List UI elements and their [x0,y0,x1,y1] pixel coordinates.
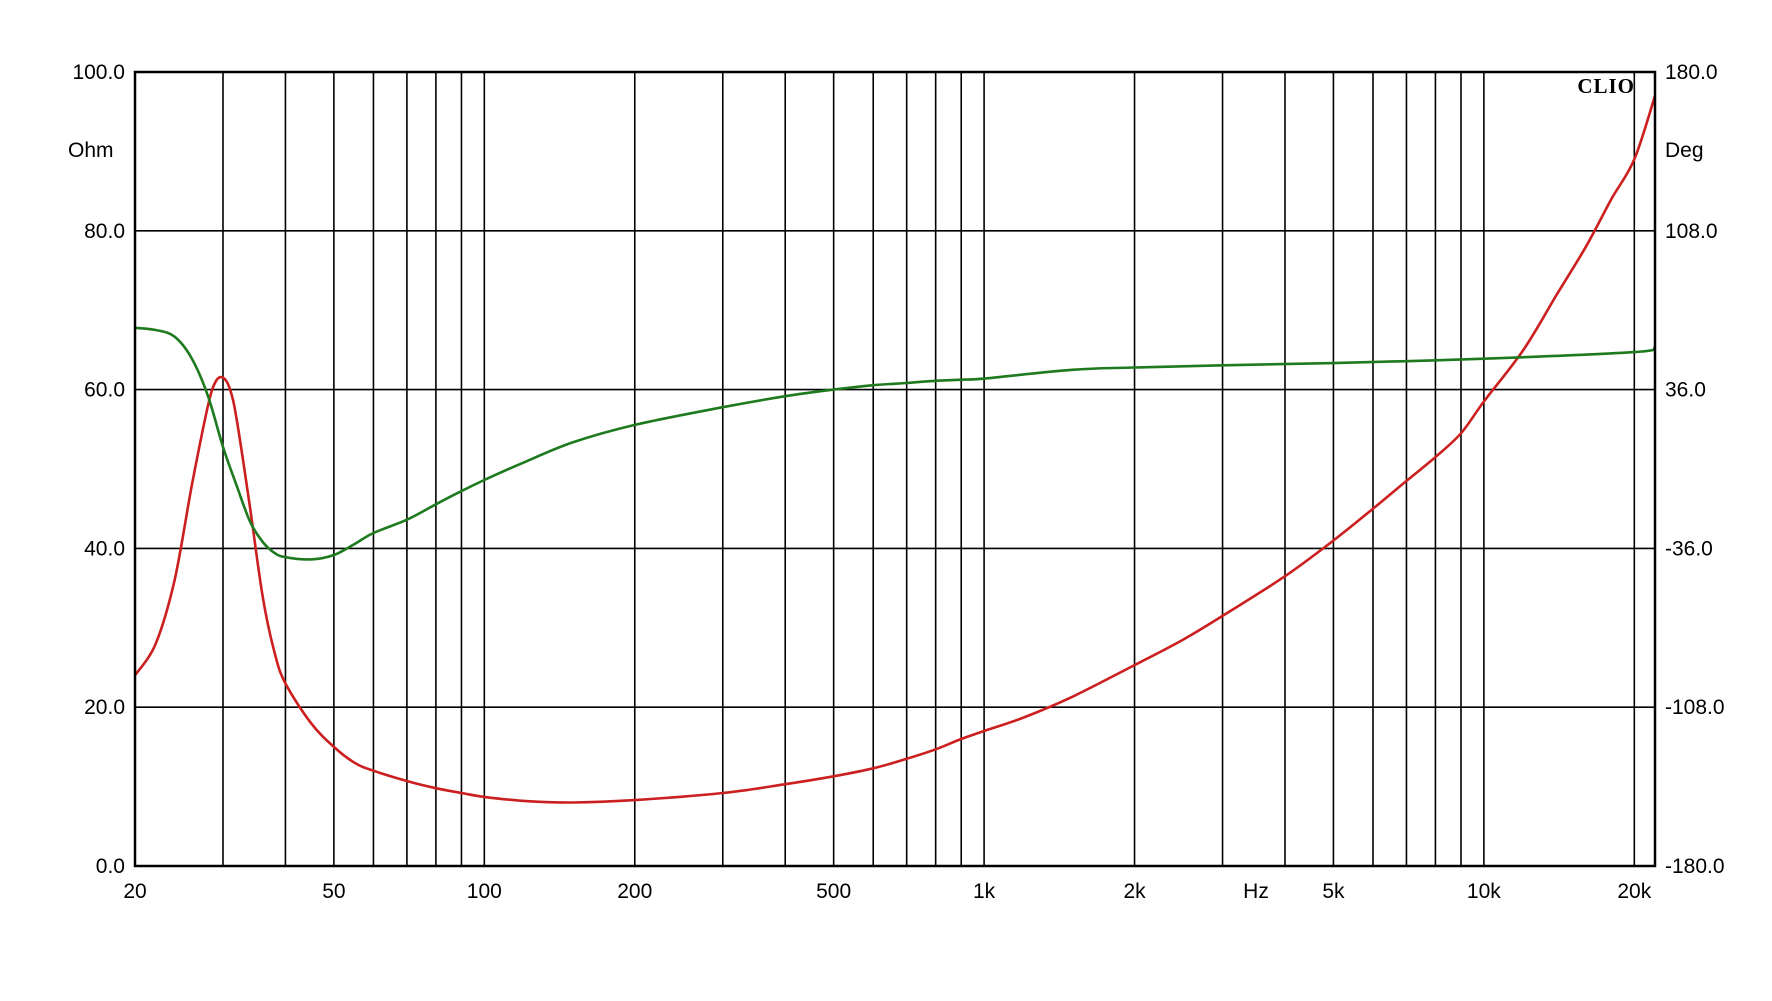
left-tick-label: 100.0 [72,61,125,84]
right-tick-label: -36.0 [1665,537,1713,560]
x-tick-label: 1k [973,880,996,903]
x-tick-label: 20k [1617,880,1651,903]
x-tick-labels: 20 50 100 200 500 1k 2k Hz 5k 10k 20k [123,880,1651,903]
left-unit-label: Ohm [68,139,114,162]
x-tick-label: 5k [1322,880,1345,903]
left-tick-label: 60.0 [84,379,125,402]
left-tick-labels: 0.0 20.0 40.0 60.0 80.0 100.0 [72,61,125,878]
left-tick-label: 0.0 [96,855,125,878]
x-tick-label: 20 [123,880,146,903]
vertical-gridlines [134,72,1636,866]
right-tick-label: 36.0 [1665,379,1706,402]
left-tick-label: 20.0 [84,696,125,719]
left-tick-label: 40.0 [84,537,125,560]
right-tick-label: -180.0 [1665,855,1725,878]
x-tick-label: 100 [467,880,502,903]
right-tick-label: -108.0 [1665,696,1725,719]
left-tick-label: 80.0 [84,220,125,243]
x-tick-label: 200 [617,880,652,903]
right-unit-label: Deg [1665,139,1704,162]
plot-frame [133,70,1657,868]
series-layer [133,95,1657,804]
phase-curve [134,326,1656,561]
x-tick-label: 2k [1123,880,1146,903]
x-tick-label: 500 [816,880,851,903]
clio-brand-label: CLIO [1577,74,1635,98]
x-tick-label: 10k [1467,880,1501,903]
right-tick-labels: -180.0 -108.0 -36.0 36.0 108.0 180.0 [1665,61,1725,878]
right-tick-label: 180.0 [1665,61,1718,84]
impedance-curve [133,95,1657,804]
x-tick-label: 50 [322,880,345,903]
x-tick-label: Hz [1243,880,1269,903]
right-tick-label: 108.0 [1665,220,1718,243]
